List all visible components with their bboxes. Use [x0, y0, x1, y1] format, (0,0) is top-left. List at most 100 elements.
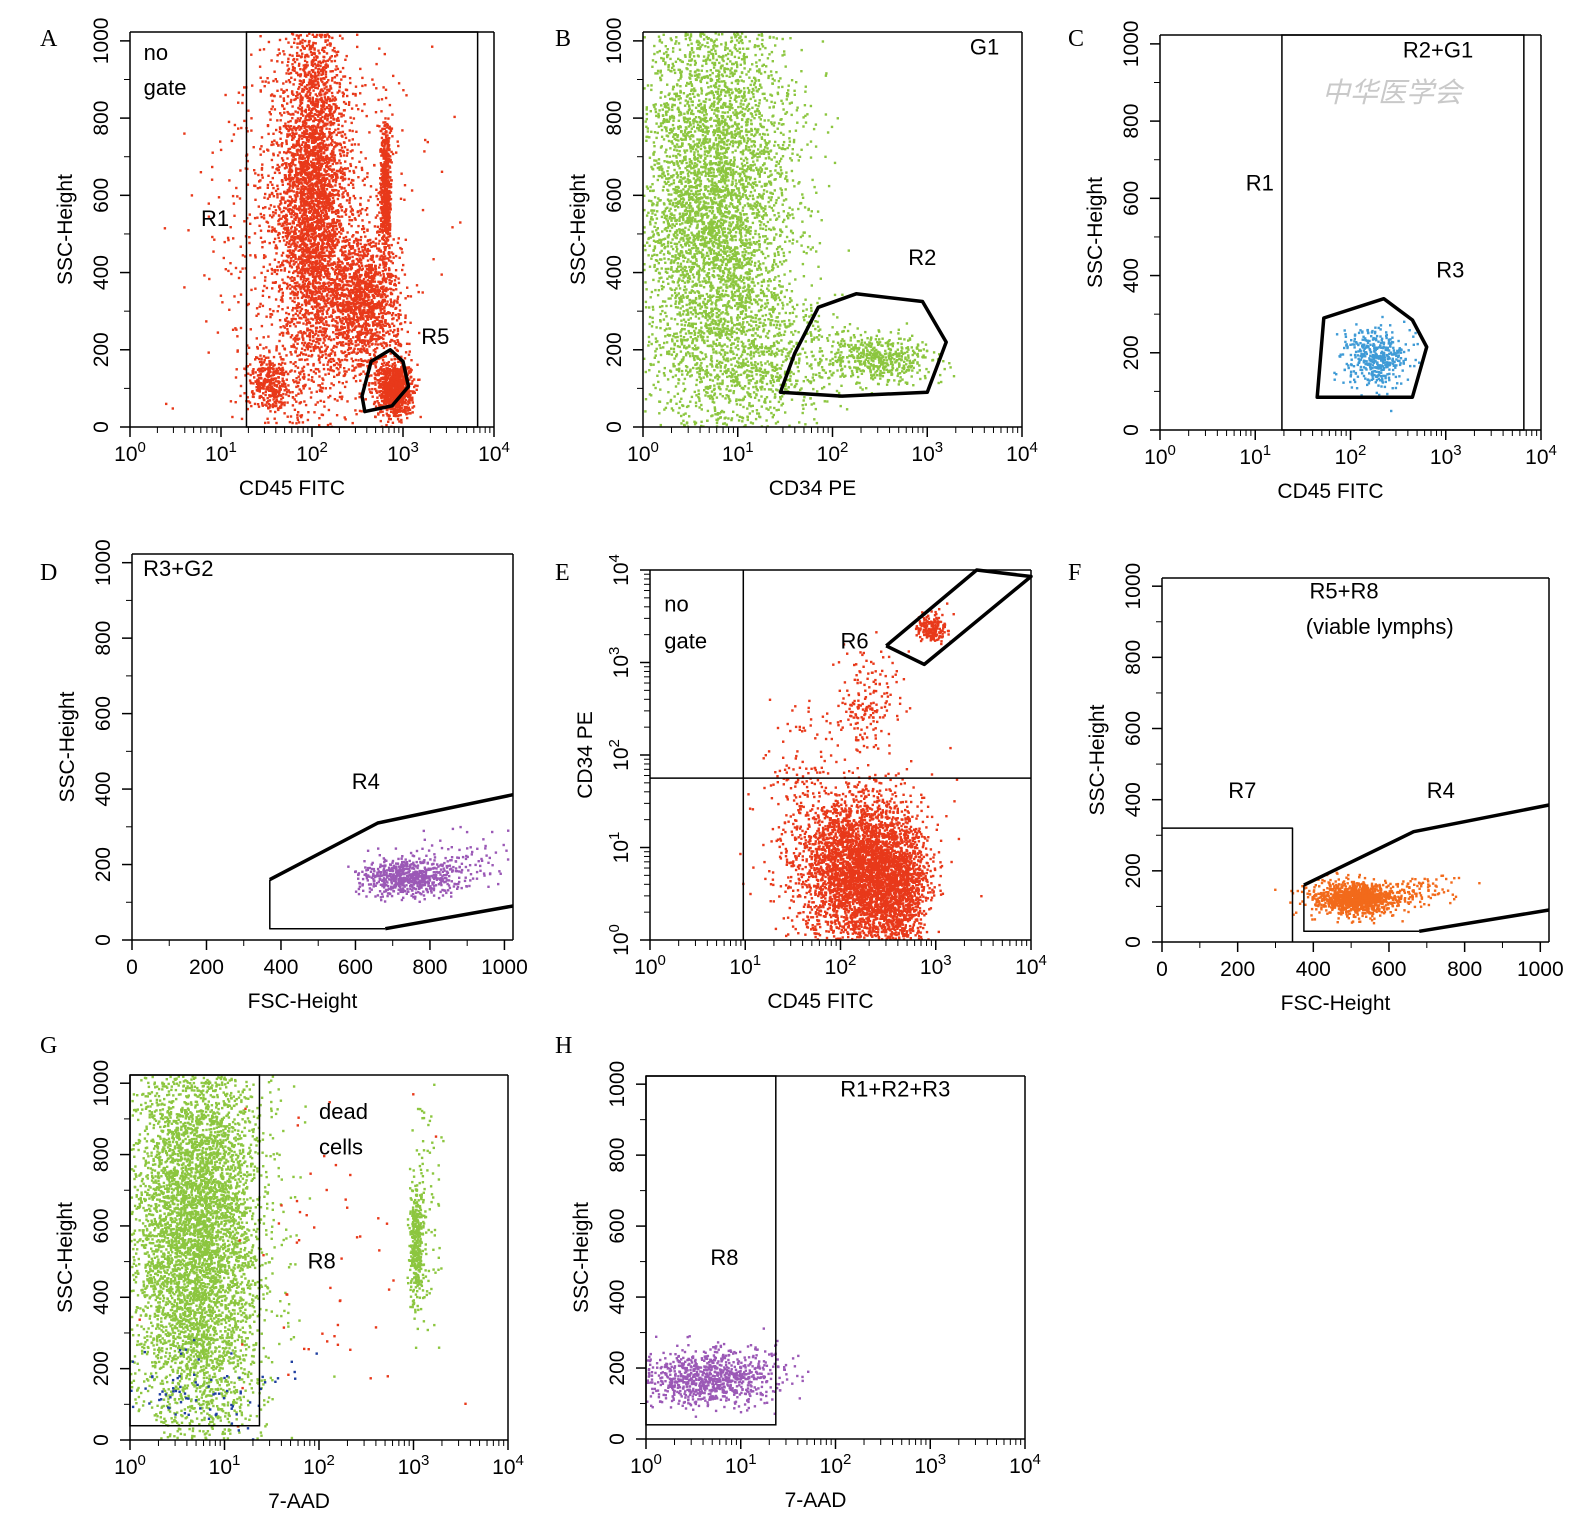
event-point	[342, 236, 345, 240]
event-point	[316, 368, 320, 371]
event-point	[330, 305, 333, 308]
event-point	[286, 285, 290, 288]
event-point	[372, 304, 376, 307]
event-point	[379, 250, 382, 253]
event-point	[330, 143, 334, 147]
event-point	[408, 350, 411, 353]
event-point	[340, 146, 344, 149]
event-point	[329, 84, 332, 88]
event-point	[325, 63, 328, 66]
event-point	[293, 336, 297, 340]
event-point	[330, 192, 334, 196]
event-point	[305, 75, 308, 78]
event-point	[307, 271, 310, 275]
event-point	[308, 126, 311, 129]
event-point	[393, 340, 396, 343]
event-point	[319, 216, 323, 219]
event-point	[317, 84, 320, 87]
event-point	[299, 34, 302, 37]
event-point	[409, 321, 412, 324]
event-point	[338, 219, 341, 222]
event-point	[334, 212, 338, 215]
event-point	[317, 67, 321, 71]
event-point	[345, 254, 348, 258]
event-point	[285, 151, 288, 155]
event-point	[337, 357, 340, 361]
event-point	[315, 190, 318, 194]
event-point	[327, 144, 330, 147]
event-point	[302, 283, 305, 287]
event-point	[321, 142, 325, 145]
event-point	[310, 139, 314, 143]
event-point	[359, 306, 362, 310]
event-point	[305, 171, 308, 174]
event-point	[321, 136, 324, 139]
event-point	[363, 343, 366, 346]
event-point	[340, 260, 343, 264]
event-point	[310, 243, 314, 246]
event-point	[344, 58, 347, 61]
event-point	[303, 289, 307, 292]
event-point	[318, 121, 321, 124]
event-point	[318, 228, 321, 231]
event-point	[316, 102, 319, 106]
event-point	[333, 344, 336, 348]
event-point	[348, 322, 352, 325]
event-point	[323, 107, 327, 110]
event-point	[301, 154, 304, 157]
event-point	[330, 99, 333, 102]
event-point	[341, 172, 345, 176]
event-point	[361, 207, 364, 211]
event-point	[393, 282, 397, 286]
event-point	[311, 33, 314, 36]
event-point	[309, 75, 313, 78]
event-point	[318, 375, 321, 378]
event-point	[324, 73, 328, 76]
event-point	[287, 67, 291, 71]
event-point	[389, 292, 393, 296]
event-point	[316, 227, 319, 230]
event-point	[281, 278, 284, 281]
event-point	[315, 33, 319, 37]
event-point	[335, 329, 338, 332]
event-point	[326, 65, 329, 68]
event-point	[317, 206, 320, 209]
event-point	[329, 254, 332, 257]
event-point	[328, 157, 331, 160]
event-point	[279, 112, 282, 115]
event-point	[294, 325, 297, 328]
event-point	[370, 269, 373, 272]
event-point	[326, 204, 329, 207]
event-point	[295, 120, 299, 123]
event-point	[324, 266, 327, 269]
event-point	[337, 194, 341, 197]
event-point	[278, 284, 281, 287]
event-point	[337, 273, 340, 276]
event-point	[348, 318, 351, 322]
event-point	[310, 171, 314, 175]
event-point	[383, 324, 386, 327]
event-point	[309, 250, 313, 254]
event-point	[382, 251, 385, 254]
event-point	[319, 253, 322, 257]
event-point	[268, 214, 272, 217]
event-point	[291, 279, 295, 282]
event-point	[297, 220, 300, 224]
event-point	[308, 108, 311, 111]
event-point	[304, 245, 307, 249]
event-point	[315, 390, 318, 393]
event-point	[283, 348, 287, 351]
event-point	[324, 269, 327, 273]
event-point	[321, 115, 324, 119]
event-point	[326, 288, 330, 291]
event-point	[353, 328, 356, 331]
event-point	[305, 300, 308, 303]
event-point	[303, 315, 306, 319]
event-point	[385, 370, 388, 373]
event-point	[421, 291, 424, 294]
event-point	[293, 287, 296, 290]
event-point	[310, 391, 313, 394]
event-point	[353, 251, 356, 255]
event-point	[323, 339, 326, 342]
event-point	[353, 369, 356, 372]
